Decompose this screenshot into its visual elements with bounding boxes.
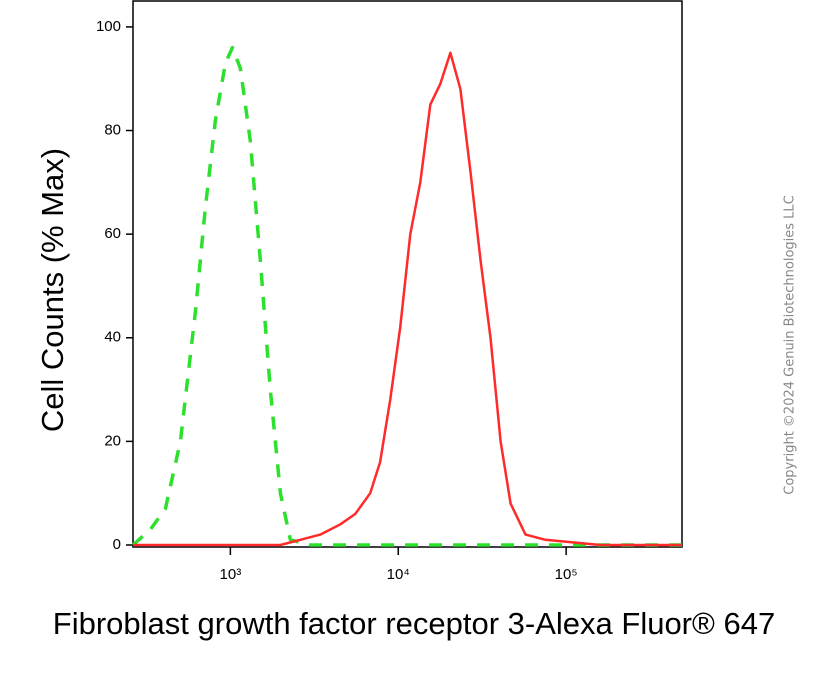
x-tick-label: 10³: [220, 566, 242, 583]
y-tick-label: 60: [104, 225, 121, 242]
y-axis-label: Cell Counts (% Max): [35, 148, 70, 432]
y-tick-label: 100: [96, 18, 121, 35]
x-tick-label: 10⁵: [555, 566, 578, 583]
y-tick-label: 0: [113, 536, 121, 553]
x-tick-label: 10⁴: [387, 566, 410, 583]
plot-frame: [132, 0, 683, 548]
series-line: [131, 45, 682, 547]
copyright: Copyright ©2024 Genuin Biotechnologies L…: [782, 195, 798, 495]
x-axis-label: Fibroblast growth factor receptor 3-Alex…: [52, 606, 776, 641]
y-tick-label: 40: [104, 329, 121, 346]
y-tick-label: 20: [104, 432, 121, 449]
series-line: [133, 51, 682, 547]
y-tick-label: 80: [104, 121, 121, 138]
